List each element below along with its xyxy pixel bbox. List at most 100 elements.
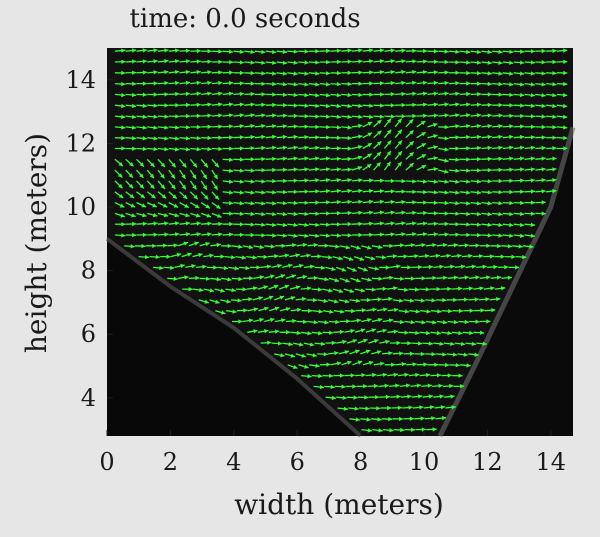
boundary-edge-right [437, 126, 576, 438]
vector-arrowhead [301, 353, 306, 358]
vector-arrowhead [248, 297, 253, 302]
vector-arrowhead [175, 80, 180, 86]
vector-arrowhead [404, 372, 409, 377]
vector-arrowhead [410, 243, 415, 248]
vector-arrowhead [498, 222, 503, 228]
vector-arrowhead [334, 299, 339, 304]
vector-arrowhead [455, 60, 460, 65]
vector-arrowhead [207, 80, 212, 86]
vector-arrowhead [263, 285, 268, 290]
vector-arrowhead [401, 69, 406, 75]
vector-arrowhead [415, 372, 420, 378]
vector-arrowhead [229, 146, 234, 151]
vector-arrowhead [455, 232, 460, 237]
vector-arrowhead [490, 286, 495, 291]
vector-arrowhead [444, 59, 449, 65]
vector-arrowhead [541, 60, 546, 65]
vector-arrowhead [477, 157, 482, 162]
vector-arrowhead [407, 394, 412, 399]
vector-arrowhead [282, 82, 287, 87]
vector-arrowhead [358, 70, 363, 75]
vector-arrowhead [397, 140, 402, 145]
vector-arrowhead [541, 211, 546, 216]
vector-arrowhead [433, 200, 438, 205]
vector-arrowhead [401, 59, 406, 64]
vector-arrowhead [229, 70, 234, 75]
vector-arrowhead [239, 157, 244, 162]
vector-arrowhead [245, 265, 250, 271]
vector-arrowhead [455, 222, 460, 227]
vector-arrowhead [141, 243, 146, 249]
vector-arrowhead [336, 135, 341, 140]
vector-arrowhead [307, 331, 312, 336]
vector-arrowhead [121, 81, 126, 87]
vector-arrowhead [382, 286, 387, 291]
vector-arrowhead [479, 254, 484, 259]
vector-arrowhead [369, 103, 374, 108]
vector-arrowhead [423, 189, 428, 195]
vector-arrowhead [420, 416, 425, 421]
vector-arrowhead [328, 255, 333, 260]
vector-arrowhead [336, 125, 341, 130]
vector-arrowhead [515, 265, 520, 270]
vector-arrowhead [153, 232, 158, 237]
vector-arrowhead [374, 339, 379, 344]
vector-arrowhead [175, 91, 180, 97]
vector-arrowhead [331, 395, 336, 401]
vector-arrowhead [171, 162, 176, 168]
vector-arrowhead [460, 384, 465, 389]
vector-arrowhead [358, 134, 363, 139]
vector-arrowhead [131, 48, 137, 53]
vector-arrowhead [563, 125, 568, 130]
vector-arrowhead [205, 204, 210, 209]
vector-arrowhead [407, 341, 412, 346]
vector-arrowhead [394, 307, 399, 313]
vector-arrowhead [377, 119, 382, 125]
vector-arrowhead [315, 211, 320, 216]
vector-arrowhead [455, 157, 460, 162]
vector-arrowhead [142, 48, 147, 53]
vector-arrowhead [444, 80, 449, 86]
vector-arrowhead [439, 394, 444, 399]
vector-arrowhead [185, 69, 190, 75]
vector-arrowhead [270, 274, 275, 279]
vector-arrowhead [160, 184, 165, 189]
vector-arrowhead [520, 113, 525, 119]
vector-arrowhead [530, 156, 535, 161]
vector-arrowhead [202, 264, 207, 269]
vector-arrowhead [432, 275, 437, 281]
vector-arrowhead [530, 145, 535, 150]
vector-arrowhead [162, 203, 168, 208]
vector-arrowhead [397, 118, 402, 124]
vector-arrowhead [239, 190, 244, 195]
vector-arrowhead [519, 156, 525, 161]
vector-arrowhead [497, 243, 502, 249]
vector-arrowhead [369, 178, 374, 183]
vector-arrowhead [552, 135, 557, 140]
vector-arrowhead [371, 287, 376, 292]
vector-arrowhead [153, 146, 158, 152]
vector-arrowhead [152, 243, 157, 249]
vector-arrowhead [163, 212, 169, 218]
vector-arrowhead [366, 417, 371, 422]
vector-arrowhead [352, 267, 357, 272]
vector-arrowhead [390, 59, 395, 64]
vector-arrowhead [121, 135, 126, 141]
vector-arrowhead [379, 70, 384, 75]
vector-arrowhead [336, 188, 341, 194]
vector-arrowhead [347, 199, 352, 205]
vector-arrowhead [376, 406, 381, 411]
vector-arrowhead [121, 103, 126, 109]
vector-arrowhead [142, 136, 147, 141]
vector-arrowhead [152, 203, 157, 208]
vector-arrowhead [313, 275, 318, 281]
vector-arrowhead [422, 221, 428, 226]
vector-arrowhead [410, 320, 415, 325]
vector-arrowhead [304, 156, 309, 161]
vector-arrowhead [509, 167, 514, 172]
vector-arrowhead [354, 406, 359, 411]
vector-arrowhead [409, 416, 414, 421]
vector-arrowhead [358, 178, 363, 183]
vector-arrowhead [298, 263, 304, 269]
vector-arrowhead [342, 395, 347, 400]
